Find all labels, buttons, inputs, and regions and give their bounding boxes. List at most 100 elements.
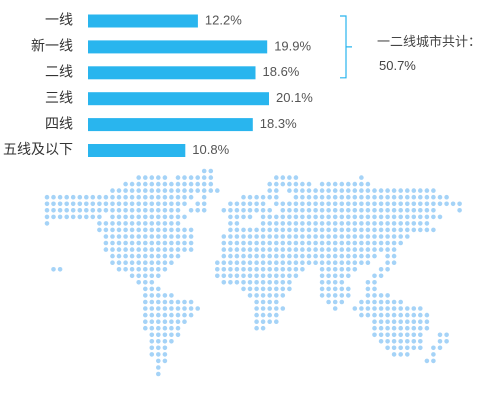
- map-dot: [405, 319, 410, 324]
- map-dot: [136, 188, 141, 193]
- map-dot: [372, 280, 377, 285]
- map-dot: [51, 201, 56, 207]
- map-dot: [116, 267, 122, 272]
- map-dot: [103, 247, 109, 252]
- map-dot: [378, 201, 384, 207]
- map-dot: [149, 181, 155, 187]
- map-dot: [123, 208, 128, 213]
- map-dot: [378, 194, 384, 200]
- map-dot: [405, 188, 410, 193]
- map-dot: [267, 234, 273, 239]
- map-dot: [110, 188, 115, 193]
- map-dot: [378, 319, 384, 324]
- map-dot: [156, 365, 161, 370]
- map-dot: [97, 208, 102, 213]
- map-dot: [274, 175, 279, 180]
- map-dot: [169, 253, 174, 259]
- map-dot: [378, 339, 384, 344]
- map-dot: [274, 280, 279, 285]
- map-dot: [424, 201, 430, 207]
- map-dot: [352, 247, 358, 252]
- map-dot: [352, 201, 358, 207]
- map-dot: [267, 214, 273, 220]
- map-dot: [195, 181, 200, 187]
- map-dot: [372, 227, 377, 233]
- map-dot: [162, 194, 168, 200]
- map-dot: [129, 181, 135, 187]
- map-dot: [280, 208, 286, 213]
- map-dot: [405, 214, 410, 220]
- map-dot: [372, 286, 377, 292]
- map-dot: [372, 306, 377, 311]
- map-dot: [241, 214, 246, 220]
- map-dot: [149, 188, 155, 193]
- map-dot: [300, 214, 305, 220]
- map-dot: [274, 240, 279, 246]
- map-dot: [162, 253, 168, 259]
- category-label: 二线: [45, 64, 73, 80]
- map-dot: [287, 221, 292, 226]
- map-dot: [300, 221, 305, 226]
- map-dot: [326, 286, 331, 292]
- value-label: 20.1%: [276, 90, 313, 105]
- map-dot: [332, 280, 338, 285]
- map-dot: [431, 227, 436, 233]
- map-dot: [398, 312, 404, 318]
- map-dot: [418, 345, 423, 351]
- map-dot: [274, 293, 279, 298]
- map-dot: [405, 221, 410, 226]
- map-dot: [136, 181, 141, 187]
- map-dot: [372, 293, 377, 298]
- map-dot: [339, 188, 345, 193]
- map-dot: [51, 267, 56, 272]
- map-dot: [228, 260, 233, 265]
- map-dot: [326, 273, 331, 279]
- map-dot: [169, 260, 174, 265]
- map-dot: [182, 240, 187, 246]
- map-dot: [365, 208, 371, 213]
- map-dot: [306, 188, 312, 193]
- map-dot: [280, 280, 286, 285]
- map-dot: [339, 194, 345, 200]
- map-dot: [267, 306, 273, 311]
- map-dot: [457, 201, 462, 207]
- map-dot: [110, 214, 115, 220]
- map-dot: [372, 221, 377, 226]
- map-dot: [254, 306, 259, 311]
- map-dot: [372, 240, 377, 246]
- map-dot: [64, 208, 69, 213]
- map-dot: [208, 168, 214, 174]
- map-dot: [378, 227, 384, 233]
- bar: [88, 66, 256, 80]
- map-dot: [326, 280, 331, 285]
- map-dot: [247, 208, 253, 213]
- map-dot: [319, 188, 325, 193]
- map-dot: [221, 247, 227, 252]
- map-dot: [136, 201, 141, 207]
- map-dot: [234, 201, 240, 207]
- map-dot: [385, 339, 390, 344]
- map-dot: [208, 175, 214, 180]
- map-dot: [110, 240, 115, 246]
- map-dot: [143, 240, 148, 246]
- map-dot: [339, 221, 345, 226]
- map-dot: [352, 240, 358, 246]
- map-dot: [287, 201, 292, 207]
- map-dot: [365, 286, 371, 292]
- map-dot: [51, 208, 56, 213]
- map-dot: [300, 208, 305, 213]
- map-dot: [267, 273, 273, 279]
- map-dot: [280, 214, 286, 220]
- map-dot: [175, 214, 181, 220]
- map-dot: [287, 267, 292, 272]
- map-dot: [143, 273, 148, 279]
- map-dot: [306, 234, 312, 239]
- map-dot: [149, 345, 155, 351]
- map-dot: [201, 208, 207, 213]
- map-dot: [359, 208, 364, 213]
- map-dot: [359, 175, 364, 180]
- map-dot: [149, 319, 155, 324]
- map-dot: [352, 267, 358, 272]
- map-dot: [339, 286, 345, 292]
- map-dot: [247, 273, 253, 279]
